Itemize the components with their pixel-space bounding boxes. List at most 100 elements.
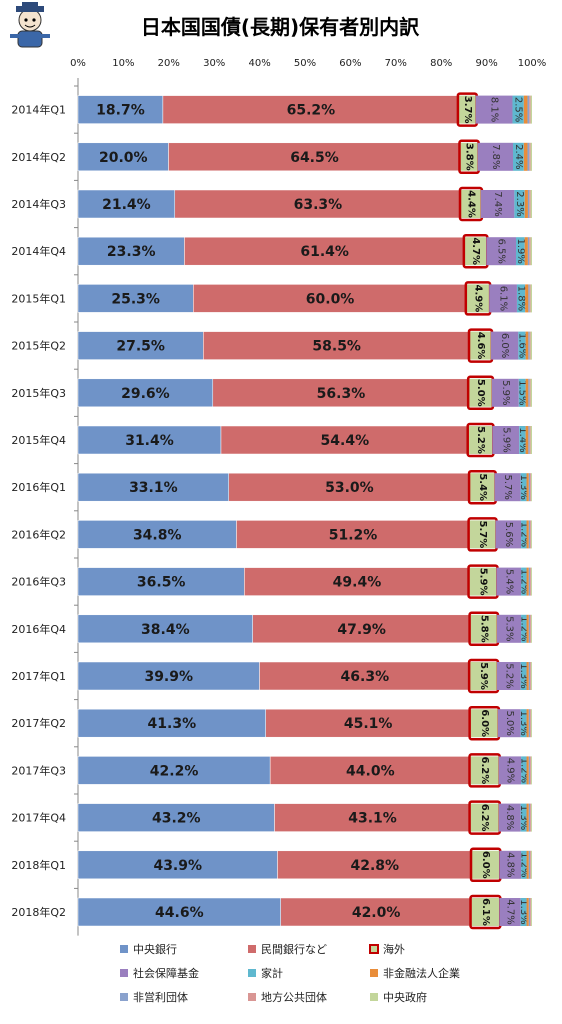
bar-segment [529, 426, 531, 454]
bar-segment [168, 142, 461, 172]
bar-segment [77, 850, 278, 880]
legend-label: 中央政府 [383, 990, 427, 1004]
bar-segment [521, 756, 527, 785]
bar-segment [212, 378, 470, 408]
category-label: 2014年Q4 [11, 244, 66, 258]
data-label: 3.7% [462, 96, 473, 124]
bar-segment [525, 426, 529, 454]
bar-segment [469, 378, 492, 407]
bar-segment [469, 567, 497, 596]
category-label: 2016年Q1 [11, 480, 66, 494]
bar-segment [531, 473, 532, 502]
data-label: 45.1% [344, 716, 393, 732]
bar-segment [77, 378, 214, 408]
x-tick-label: 90% [475, 58, 497, 69]
bar-segment [220, 425, 469, 455]
bar-segment [496, 614, 522, 643]
bar-segment [77, 236, 185, 266]
bar-segment [528, 426, 530, 454]
category-label: 2014年Q1 [11, 103, 66, 117]
bar-segment [529, 378, 531, 407]
data-label: 2.5% [513, 97, 524, 122]
bar-segment [496, 567, 522, 596]
category-label: 2017年Q4 [11, 811, 66, 825]
legend-label: 家計 [261, 966, 283, 980]
x-tick-label: 40% [248, 58, 270, 69]
category-label: 2016年Q3 [11, 575, 66, 589]
bar-segment [530, 614, 532, 643]
legend-swatch [120, 969, 128, 977]
data-label: 5.3% [504, 616, 515, 641]
data-label: 5.9% [500, 380, 511, 405]
bar-segment [497, 709, 521, 738]
bar-segment [470, 473, 495, 502]
bar-segment [531, 614, 532, 643]
bar-segment [531, 898, 532, 926]
data-label: 29.6% [121, 386, 170, 402]
data-label: 4.7% [504, 899, 515, 924]
bar-segment [523, 95, 528, 124]
bar-segment [528, 662, 531, 690]
bar-segment [524, 237, 528, 266]
bar-segment [174, 189, 462, 219]
x-tick-label: 0% [70, 58, 86, 69]
bar-segment [466, 284, 490, 313]
bar-segment [184, 236, 466, 266]
bar-segment [228, 472, 471, 502]
bar-segment [526, 803, 529, 832]
legend-swatch [120, 945, 128, 953]
data-label: 1.3% [518, 474, 529, 499]
bar-segment [460, 142, 478, 171]
data-label: 2.3% [514, 191, 525, 216]
data-label: 51.2% [329, 527, 378, 543]
bar-segment [193, 284, 468, 313]
data-label: 7.8% [490, 144, 501, 169]
x-tick-label: 70% [385, 58, 407, 69]
bar-segment [528, 520, 531, 549]
bar-segment [499, 898, 521, 926]
data-label: 7.4% [492, 191, 503, 216]
data-label: 1.3% [518, 805, 529, 830]
data-label: 56.3% [317, 386, 366, 402]
category-label: 2016年Q4 [11, 622, 66, 636]
bar-segment [530, 237, 532, 266]
data-label: 36.5% [137, 575, 186, 591]
category-label: 2014年Q3 [11, 197, 66, 211]
data-label: 3.8% [464, 143, 475, 171]
data-label: 1.8% [516, 286, 527, 311]
data-label: 54.4% [321, 433, 370, 449]
data-label: 63.3% [294, 197, 343, 213]
legend-label: 地方公共団体 [261, 990, 327, 1004]
data-label: 65.2% [287, 103, 336, 119]
data-label: 44.0% [346, 763, 395, 779]
bar-segment [530, 803, 532, 832]
bar-segment [244, 567, 470, 596]
data-label: 1.9% [515, 238, 526, 263]
category-label: 2018年Q2 [11, 905, 66, 919]
data-label: 1.3% [518, 710, 529, 735]
bar-segment [525, 331, 529, 360]
data-label: 1.2% [518, 852, 529, 877]
bar-segment [521, 567, 527, 596]
bar-segment [77, 803, 275, 832]
data-label: 6.5% [496, 238, 507, 263]
bar-segment [518, 331, 526, 360]
data-label: 21.4% [102, 197, 151, 213]
data-label: 6.0% [480, 851, 491, 879]
data-label: 53.0% [325, 480, 374, 496]
bar-segment [526, 709, 529, 738]
bar-segment [528, 850, 531, 879]
data-label: 31.4% [125, 433, 174, 449]
bar-segment [77, 661, 260, 691]
data-label: 4.4% [465, 190, 476, 218]
category-label: 2015年Q2 [11, 339, 66, 353]
bar-segment [528, 756, 531, 785]
bar-segment [531, 662, 532, 690]
data-label: 43.9% [153, 858, 202, 874]
bar-segment [162, 95, 460, 124]
bar-segment [529, 142, 531, 171]
data-label: 1.5% [517, 380, 528, 405]
bar-segment [499, 850, 522, 879]
x-tick-label: 80% [430, 58, 452, 69]
